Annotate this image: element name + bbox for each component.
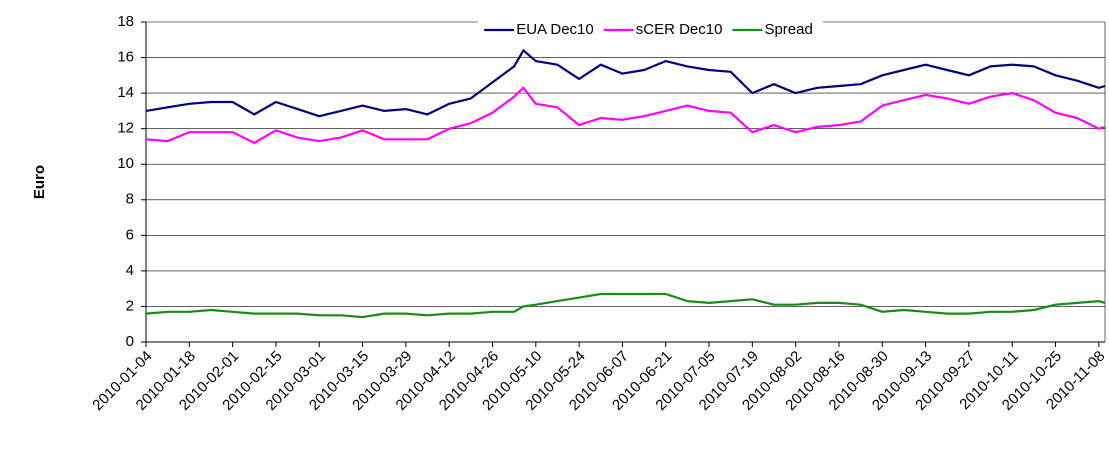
- y-axis-label: Euro: [31, 165, 48, 199]
- y-tick-label: 0: [126, 333, 134, 350]
- y-tick-label: 2: [126, 297, 134, 314]
- legend-box: [478, 18, 823, 42]
- series-line: [145, 49, 1106, 118]
- legend: EUA Dec10 sCER Dec10 Spread: [478, 18, 823, 42]
- series-line: [145, 292, 1106, 319]
- y-tick-label: 16: [117, 49, 134, 66]
- y-tick-label: 8: [126, 191, 134, 208]
- y-tick-label: 18: [117, 13, 134, 30]
- y-tick-label: 4: [126, 262, 134, 279]
- y-tick-label: 10: [117, 155, 134, 172]
- y-tick-label: 14: [117, 84, 134, 101]
- legend-label: Spread: [764, 21, 812, 38]
- y-tick-label: 6: [126, 226, 134, 243]
- y-tick-label: 12: [117, 120, 134, 137]
- legend-label: EUA Dec10: [516, 21, 594, 38]
- legend-label: sCER Dec10: [636, 21, 723, 38]
- series-line: [145, 86, 1106, 144]
